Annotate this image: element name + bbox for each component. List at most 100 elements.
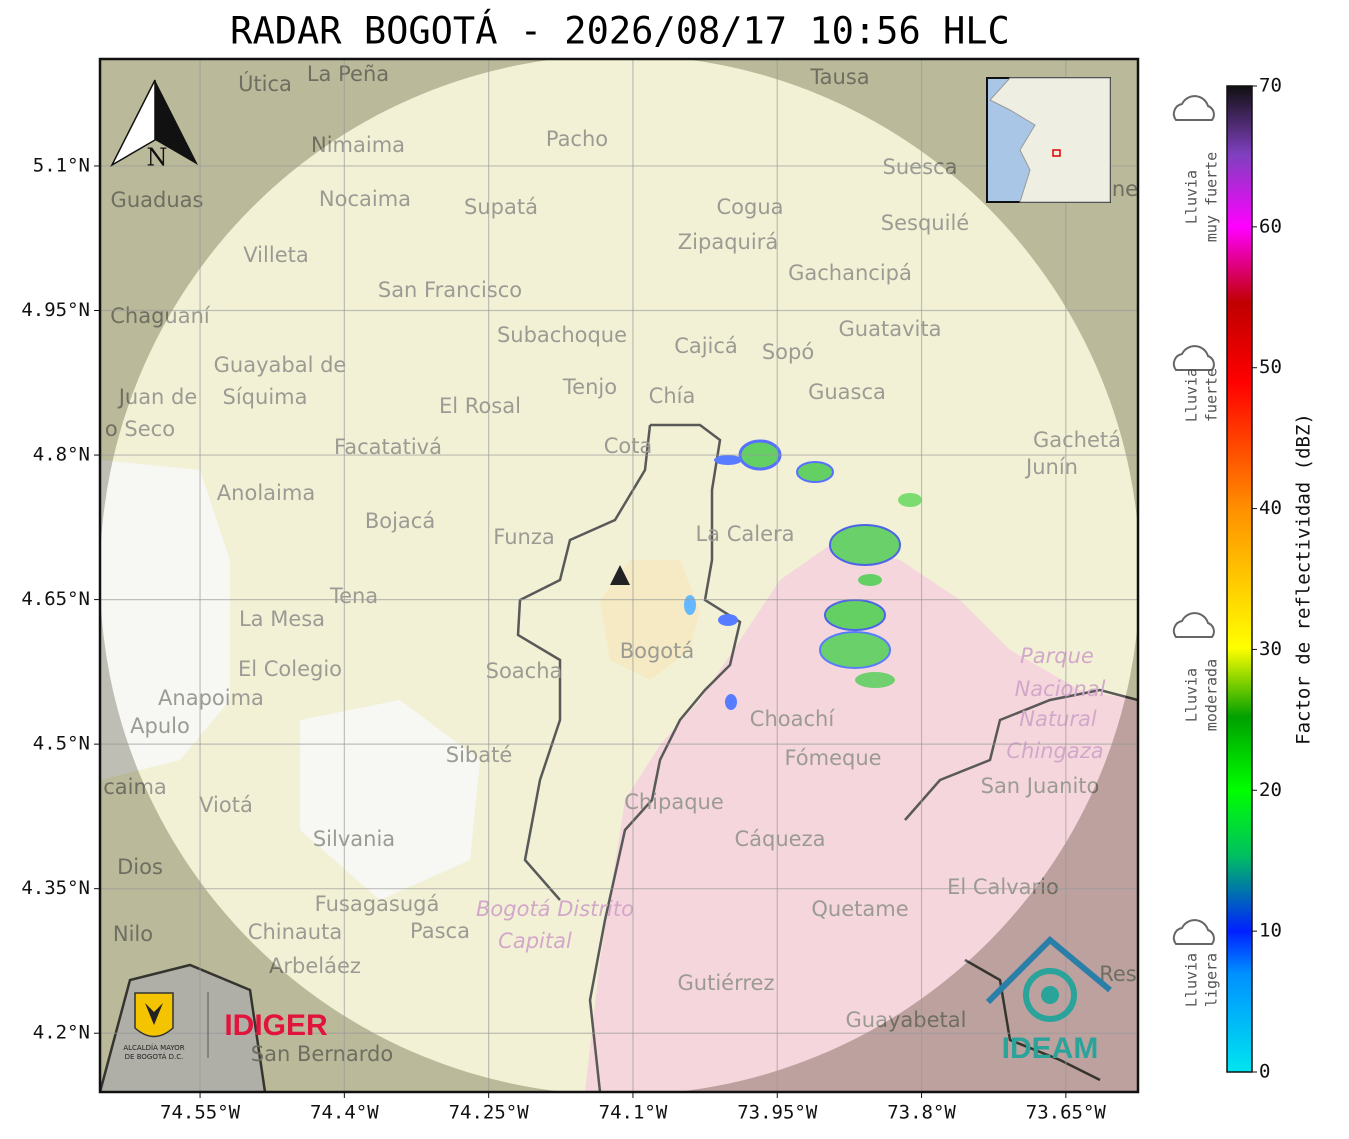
place-label: Natural [1019,707,1097,731]
logo-text: ALCALDÍA MAYOR [123,1043,184,1052]
place-label: Útica [238,71,292,96]
place-label: Chinauta [248,920,342,944]
radar-site [610,565,630,585]
place-label: Res [1099,962,1137,986]
place-label: Guatavita [839,317,942,341]
place-label: Sesquilé [881,211,969,235]
rain-class-label: Lluvia [1183,953,1201,1007]
rain-icon [1172,919,1215,945]
rain-class-label: muy fuerte [1203,152,1221,242]
place-label: Dios [117,855,163,879]
rain-class-label: fuerte [1203,368,1221,422]
colorbar-tick-label: 50 [1259,356,1282,378]
place-label: Chipaque [624,790,724,814]
lowland [300,700,480,900]
lon-tick-label: 73.95°W [737,1102,818,1124]
lat-tick-label: 5.1°N [33,154,90,176]
rain-class-label: moderada [1203,659,1221,731]
echo [829,524,901,566]
place-label: El Colegio [238,657,342,681]
place-label: Cota [604,434,653,458]
logo-alcaldia: ALCALDÍA MAYOR DE BOGOTÁ D.C. IDIGER [123,992,328,1061]
place-label: Juan de [117,385,198,409]
place-label: Funza [493,525,554,549]
place-label: San Bernardo [251,1042,393,1066]
place-label: Chía [649,384,696,408]
lat-tick-label: 4.2°N [33,1022,90,1044]
rain-icon [1172,95,1215,121]
echo [796,461,834,483]
place-label: San Francisco [378,278,522,302]
place-label: Pasca [410,919,470,943]
place-label: Chaguaní [110,304,211,328]
place-label: Soacha [486,659,563,683]
place-label: El Rosal [439,394,521,418]
lowland [100,460,230,780]
lat-tick-label: 4.95°N [21,299,90,321]
place-label: Choachí [750,707,836,731]
lon-tick-label: 73.65°W [1026,1102,1107,1124]
place-label: Fómeque [784,746,881,770]
lon-tick-label: 74.4°W [310,1102,379,1124]
place-label: o Seco [105,417,175,441]
lon-tick-label: 74.1°W [599,1102,668,1124]
place-label: Tausa [809,65,869,89]
place-label: Guasca [808,380,886,404]
place-label: Pacho [546,127,608,151]
rain-class-label: Lluvia [1183,368,1201,422]
title: RADAR BOGOTÁ - 2026/08/17 10:56 HLC [230,9,1010,53]
place-label: Villeta [243,243,308,267]
place-label: Chingaza [1006,739,1103,763]
map-frame [98,57,1140,1094]
place-label: Guaduas [111,188,204,212]
district-boundary [516,423,742,1092]
place-label: Arbeláez [269,954,361,978]
place-label: Bojacá [365,509,435,533]
inset-map [986,77,1111,203]
place-label: Cáqueza [735,827,826,851]
urban-area [600,560,700,680]
place-label: Supatá [464,195,538,219]
place-label: Bogotá [620,639,695,663]
place-label: Sibaté [446,743,513,767]
place-label: Gachetá [1033,428,1121,452]
colorbar [1226,85,1253,1073]
place-label: Fusagasugá [315,892,440,916]
colorbar-tick-label: 0 [1259,1061,1270,1083]
echo [858,574,882,586]
place-label: Quetame [811,897,908,921]
colorbar-tick-label: 70 [1259,75,1282,97]
north-arrow: N [110,79,198,172]
colorbar-tick-label: 60 [1259,215,1282,237]
lon-tick-label: 74.25°W [449,1102,530,1124]
lat-tick-label: 4.5°N [33,733,90,755]
logo-ideam-text: IDEAM [1002,1032,1099,1065]
rain-class-label: Lluvia [1183,170,1201,224]
colorbar-tick-label: 20 [1259,779,1282,801]
rain-class-label: Lluvia [1183,668,1201,722]
place-label: Guayabal de [214,353,347,377]
place-label: Anolaima [217,481,315,505]
place-label: La Calera [695,522,794,546]
rain-class-label: ligera [1203,953,1221,1007]
echo [855,672,895,688]
lon-tick-label: 73.8°W [887,1102,956,1124]
echo [714,455,742,465]
lat-tick-label: 4.65°N [21,588,90,610]
place-label: Nimaima [311,133,405,157]
place-label: Nacional [1015,677,1106,701]
place-label: Gachancipá [788,261,912,285]
echo [898,493,922,507]
rain-icon [1172,345,1215,371]
place-label: Anapoima [158,686,264,710]
echo [718,614,738,626]
place-label: Gutiérrez [678,971,775,995]
map-layer: La Peña Útica Tausa Pacho Nimaima Guaduas Noca… [100,59,1138,1092]
place-label: Nocaima [319,187,411,211]
place-label: Junín [1024,455,1078,479]
place-label: Parque [1020,644,1094,668]
place-label: ne [1112,177,1138,201]
place-label: Subachoque [497,323,627,347]
north-label: N [147,144,168,172]
place-label: Bogotá Distrito [476,897,634,921]
